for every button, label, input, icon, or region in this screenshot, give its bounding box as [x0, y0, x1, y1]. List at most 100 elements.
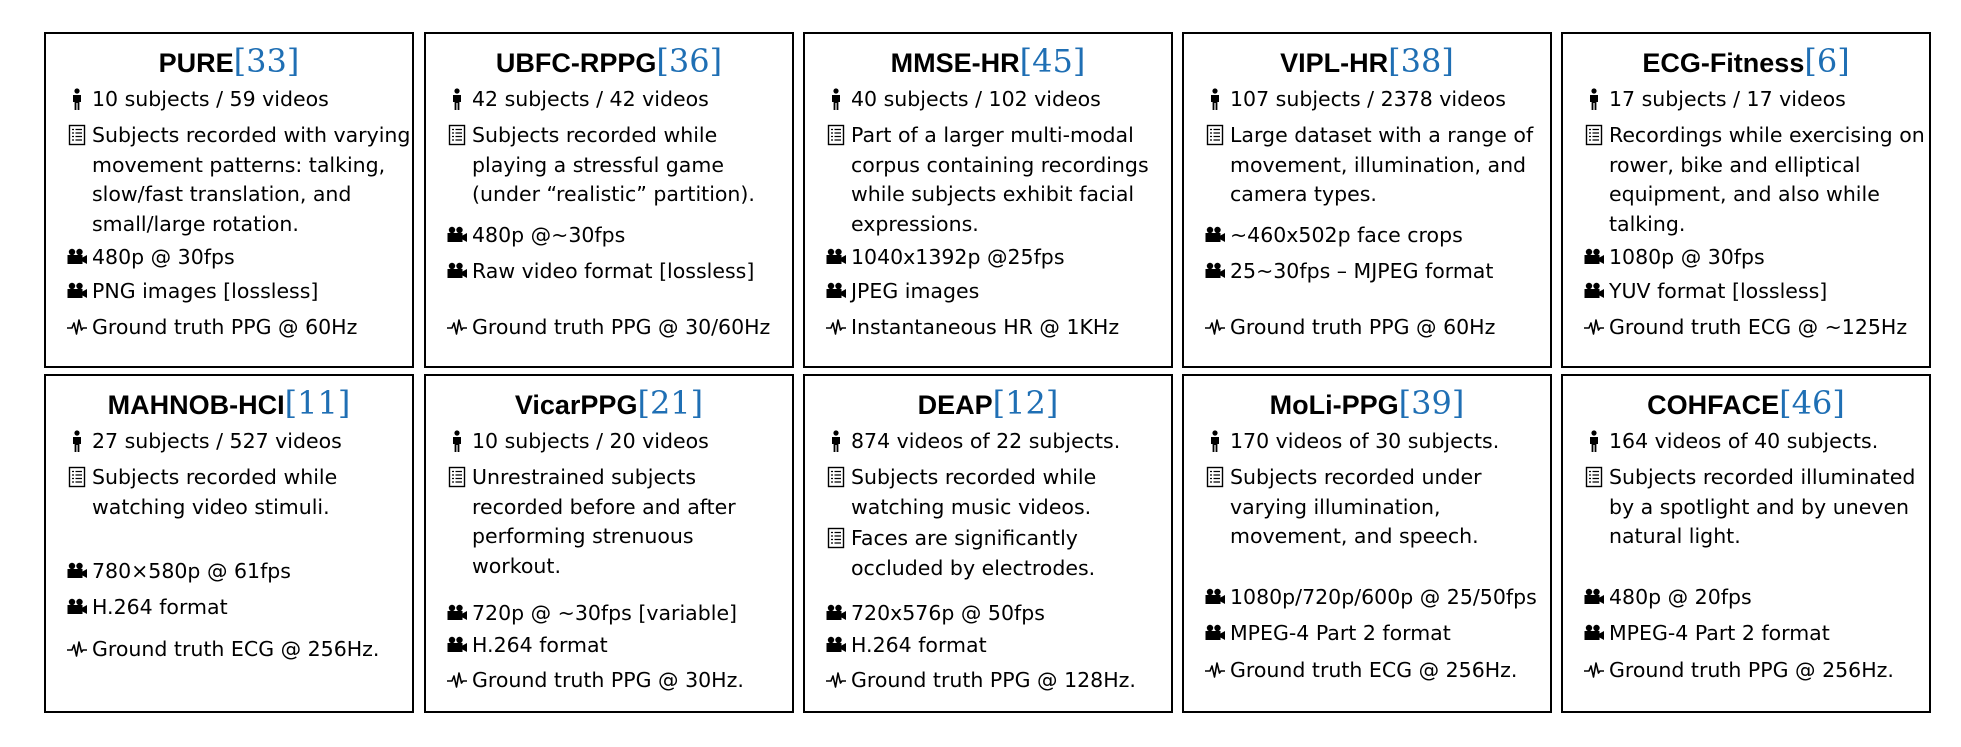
document-icon [446, 124, 468, 146]
description-line: movement patterns: talking, [92, 152, 386, 177]
dataset-card: ECG-Fitness[6] 17 subjects / 17 videos Rec… [1561, 32, 1931, 368]
waveform-icon [66, 638, 88, 660]
card-title: COHFACE[46] [1563, 382, 1929, 430]
subject-count: 10 subjects / 59 videos [92, 85, 404, 115]
description-line: corpus containing recordings [851, 152, 1149, 177]
dataset-card: MoLi-PPG[39] 170 videos of 30 subjects. Su… [1182, 374, 1552, 713]
video-spec-line: 480p @~30fps [472, 223, 626, 247]
dataset-card: VicarPPG[21] 10 subjects / 20 videos Unres… [424, 374, 794, 713]
citation-ref: [45] [1019, 42, 1086, 80]
dataset-name: MAHNOB-HCI [107, 390, 285, 420]
description: Subjects recorded under varying illuminat… [1230, 463, 1542, 552]
subject-count-line: 107 subjects / 2378 videos [1230, 87, 1506, 111]
person-icon [446, 430, 468, 452]
subject-count: 874 videos of 22 subjects. [851, 427, 1163, 457]
waveform-icon [66, 316, 88, 338]
description-line: watching video stimuli. [92, 494, 330, 519]
document-icon [446, 466, 468, 488]
dataset-card: DEAP[12] 874 videos of 22 subjects. Subjec… [803, 374, 1173, 713]
citation-ref: [12] [992, 384, 1059, 422]
card-title: MMSE-HR[45] [805, 40, 1171, 88]
video-spec: MPEG-4 Part 2 format [1230, 619, 1542, 649]
video-spec: MPEG-4 Part 2 format [1609, 619, 1921, 649]
video-camera-icon [1583, 280, 1605, 302]
video-camera-icon [1204, 586, 1226, 608]
dataset-name: VIPL-HR [1280, 48, 1389, 78]
description-line: slow/fast translation, and [92, 182, 352, 206]
subject-count-line: 27 subjects / 527 videos [92, 429, 342, 453]
description-line: watching music videos. [851, 494, 1092, 519]
video-spec-line: H.264 format [472, 633, 608, 657]
dataset-card: UBFC-RPPG[36] 42 subjects / 42 videos Subj… [424, 32, 794, 368]
video-spec-line: 1040x1392p @25fps [851, 245, 1065, 269]
description-line: Subjects recorded while [472, 123, 718, 147]
video-spec: 720p @ ~30fps [variable] [472, 599, 784, 629]
description-line: movement, and speech. [1230, 524, 1479, 548]
dataset-name: DEAP [917, 390, 993, 420]
video-spec: H.264 format [92, 593, 404, 623]
video-spec: ~460x502p face crops [1230, 221, 1542, 251]
signal-spec: Ground truth PPG @ 128Hz. [851, 666, 1163, 696]
waveform-icon [1583, 316, 1605, 338]
description-line: Recordings while exercising on [1609, 123, 1925, 147]
subject-count: 10 subjects / 20 videos [472, 427, 784, 457]
description: Subjects recorded with varying movement p… [92, 121, 411, 239]
description-line: expressions. [851, 211, 979, 236]
video-spec: H.264 format [472, 631, 784, 661]
dataset-card: VIPL-HR[38] 107 subjects / 2378 videos Lar… [1182, 32, 1552, 368]
video-camera-icon [825, 246, 847, 268]
description-line: camera types. [1230, 182, 1377, 206]
description-line: (under “realistic” partition). [472, 182, 755, 206]
waveform-icon [1204, 659, 1226, 681]
video-spec-line: MPEG-4 Part 2 format [1609, 621, 1830, 645]
video-spec-line: MPEG-4 Part 2 format [1230, 621, 1451, 645]
signal-spec-line: Ground truth ECG @ 256Hz. [92, 637, 380, 661]
document-icon [825, 466, 847, 488]
document-icon [66, 466, 88, 488]
description-line: small/large rotation. [92, 211, 299, 236]
description: Faces are significantly occluded by elect… [851, 524, 1163, 583]
waveform-icon [1583, 659, 1605, 681]
video-spec-line: 720p @ ~30fps [variable] [472, 601, 738, 625]
dataset-card: MAHNOB-HCI[11] 27 subjects / 527 videos Su… [44, 374, 414, 713]
waveform-icon [446, 669, 468, 691]
card-title: UBFC-RPPG[36] [426, 40, 792, 88]
document-icon [825, 527, 847, 549]
subject-count-line: 10 subjects / 59 videos [92, 87, 329, 111]
citation-ref: [39] [1398, 384, 1465, 422]
signal-spec: Ground truth PPG @ 30/60Hz [472, 313, 784, 343]
video-camera-icon [66, 280, 88, 302]
video-spec: 720x576p @ 50fps [851, 599, 1163, 629]
subject-count-line: 42 subjects / 42 videos [472, 87, 709, 111]
video-camera-icon [1204, 622, 1226, 644]
document-icon [1583, 466, 1605, 488]
document-icon [1204, 124, 1226, 146]
video-spec: YUV format [lossless] [1609, 277, 1921, 307]
signal-spec-line: Instantaneous HR @ 1KHz [851, 315, 1120, 339]
video-spec: 1040x1392p @25fps [851, 243, 1163, 273]
subject-count-line: 874 videos of 22 subjects. [851, 429, 1121, 453]
subject-count: 107 subjects / 2378 videos [1230, 85, 1542, 115]
video-spec: PNG images [lossless] [92, 277, 404, 307]
person-icon [66, 88, 88, 110]
description-line: Unrestrained subjects [472, 465, 697, 489]
subject-count: 27 subjects / 527 videos [92, 427, 404, 457]
person-icon [446, 88, 468, 110]
signal-spec: Ground truth PPG @ 60Hz [1230, 313, 1542, 343]
description-line: recorded before and after [472, 494, 736, 519]
subject-count: 42 subjects / 42 videos [472, 85, 784, 115]
waveform-icon [825, 316, 847, 338]
description: Subjects recorded while watching music vi… [851, 463, 1163, 522]
dataset-card: MMSE-HR[45] 40 subjects / 102 videos Part … [803, 32, 1173, 368]
video-spec-line: YUV format [lossless] [1609, 279, 1828, 303]
video-spec: 480p @~30fps [472, 221, 784, 251]
video-spec-line: ~460x502p face crops [1230, 223, 1463, 247]
video-spec-line: 480p @ 30fps [92, 245, 235, 269]
description-line: Subjects recorded with varying [92, 123, 411, 147]
subject-count: 164 videos of 40 subjects. [1609, 427, 1921, 457]
description: Subjects recorded while playing a stressf… [472, 121, 784, 210]
subject-count: 40 subjects / 102 videos [851, 85, 1163, 115]
video-spec: 480p @ 20fps [1609, 583, 1921, 613]
signal-spec-line: Ground truth ECG @ 256Hz. [1230, 658, 1518, 682]
